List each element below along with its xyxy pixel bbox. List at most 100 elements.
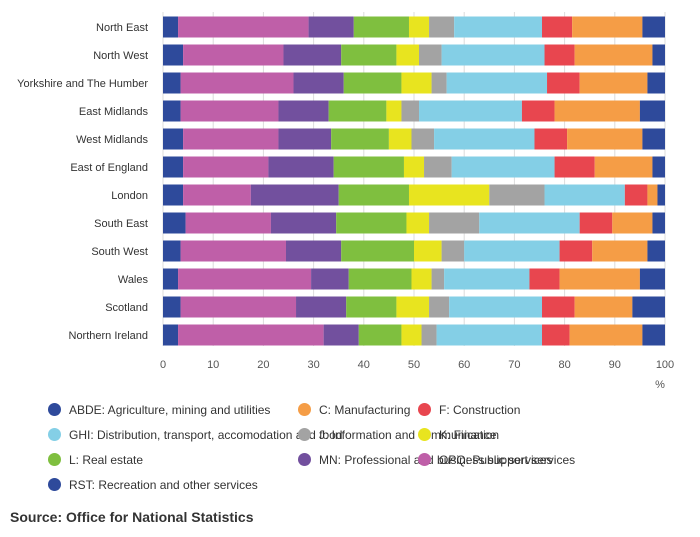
bar-segment [612,212,653,234]
bar-segment [178,324,324,346]
bar-segment [341,240,414,262]
bar-segment [401,324,422,346]
bar-segment [639,268,665,290]
bar-segment [348,268,412,290]
bar-segment [569,324,643,346]
legend-item[interactable]: OPQ: Public services [418,451,648,468]
bar-segment [183,156,269,178]
bar-segment [396,296,430,318]
bar-segment [579,72,648,94]
bar-segment [278,100,329,122]
legend-item[interactable]: GHI: Distribution, transport, accomodati… [48,426,342,443]
legend-item[interactable]: C: Manufacturing [298,401,418,418]
bar-segment [331,128,389,150]
legend-swatch-icon [48,428,61,441]
bar-segment [411,128,435,150]
category-label: West Midlands [76,134,148,146]
bar-segment [647,184,658,206]
legend-swatch-icon [418,428,431,441]
legend-swatch-icon [48,478,61,491]
bar-segment [647,72,665,94]
bar-segment [323,324,359,346]
bar-segment [388,128,412,150]
bar-segment [408,16,430,38]
bar-segment [270,212,337,234]
bar-segment [632,296,665,318]
bar-segment [579,212,613,234]
x-tick-label: 30 [307,359,319,371]
bar-segment [436,324,543,346]
gridlines [162,12,666,346]
bar-segment [411,268,432,290]
legend-label: K: Finance [439,427,497,442]
legend-item[interactable]: K: Finance [418,426,648,443]
bar-segment [401,72,432,94]
legend-item[interactable]: MN: Professional and business support se… [298,451,575,468]
legend-item[interactable]: RST: Recreation and other services [48,476,298,493]
category-label: Wales [118,274,149,286]
bar-segment [594,156,653,178]
category-label: London [111,190,148,202]
bar-segment [647,240,665,262]
legend-label: L: Real estate [69,452,144,467]
bar-segment [180,240,286,262]
bar-segment [163,16,179,38]
bar-segment [529,268,560,290]
bar-segment [250,184,339,206]
bar-segment [544,44,575,66]
bar-segment [446,72,548,94]
bar-segment [341,44,397,66]
legend-label: GHI: Distribution, transport, accomodati… [69,427,343,442]
bar-segment [429,212,480,234]
bar-segment [441,240,465,262]
bar-segment [567,128,643,150]
bars [163,16,665,346]
x-tick-label: 60 [458,359,470,371]
bar-segment [396,44,420,66]
bar-segment [406,212,430,234]
bar-segment [572,16,643,38]
bar-segment [163,100,181,122]
bar-segment [542,324,570,346]
bar-segment [434,128,535,150]
legend-item[interactable]: L: Real estate [48,451,298,468]
bar-segment [444,268,530,290]
bar-segment [293,72,344,94]
bar-segment [358,324,402,346]
bar-segment [183,44,284,66]
legend-label: C: Manufacturing [319,402,411,417]
legend-label: J: Information and communication [319,427,500,442]
bar-segment [624,184,648,206]
bar-segment [163,268,179,290]
legend-swatch-icon [298,428,311,441]
x-tick-label: 10 [207,359,219,371]
source-note: Source: Office for National Statistics [10,509,254,525]
bar-segment [268,156,334,178]
category-label: East of England [70,162,148,174]
bar-segment [163,240,181,262]
bar-segment [542,296,575,318]
bar-segment [163,44,184,66]
category-label: Scotland [105,302,148,314]
bar-segment [454,16,543,38]
legend-item[interactable]: J: Information and communication [298,426,499,443]
legend-item[interactable]: F: Construction [418,401,648,418]
legend-item[interactable]: ABDE: Agriculture, mining and utilities [48,401,298,418]
bar-segment [554,156,595,178]
legend-label: OPQ: Public services [439,452,553,467]
stacked-bar-chart: North East North West Yorkshire and The Hu… [17,12,674,391]
bar-segment [451,156,555,178]
bar-segment [338,184,409,206]
bar-segment [639,100,665,122]
bar-segment [652,156,665,178]
bar-segment [544,184,625,206]
x-tick-label: 40 [358,359,370,371]
bar-segment [652,212,665,234]
bar-segment [408,184,490,206]
category-label: North East [96,22,148,34]
bar-segment [163,184,184,206]
legend-swatch-icon [48,403,61,416]
bar-segment [346,296,397,318]
bar-segment [489,184,545,206]
bar-segment [652,44,665,66]
